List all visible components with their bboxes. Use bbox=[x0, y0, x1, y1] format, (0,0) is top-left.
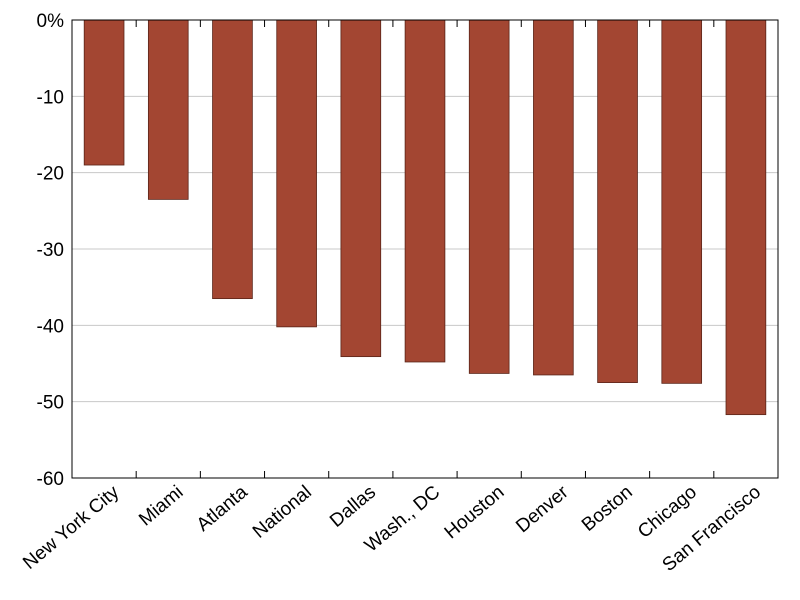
x-tick-label: Miami bbox=[135, 482, 187, 531]
bar bbox=[404, 19, 446, 363]
bar bbox=[725, 19, 767, 416]
axes bbox=[71, 19, 779, 479]
bar bbox=[83, 19, 125, 166]
x-tick-label: Houston bbox=[441, 482, 509, 544]
plot-frame bbox=[71, 19, 779, 479]
bar bbox=[340, 19, 382, 358]
y-tick-labels: 0% -10 -20 -30 -40 -50 -60 bbox=[37, 11, 65, 490]
bar bbox=[212, 19, 253, 300]
y-tick-label: 0% bbox=[37, 11, 65, 32]
x-tick-label: National bbox=[249, 482, 316, 543]
y-tick-label: -60 bbox=[37, 469, 64, 490]
bars bbox=[83, 19, 767, 416]
x-tick-label: Atlanta bbox=[193, 481, 252, 535]
x-tick-label: Denver bbox=[512, 481, 573, 537]
x-tick-label: New York City bbox=[19, 481, 123, 573]
bar bbox=[468, 19, 510, 374]
y-tick-label: -50 bbox=[37, 393, 64, 414]
y-tick-label: -10 bbox=[37, 87, 64, 108]
y-tick-label: -40 bbox=[37, 316, 64, 337]
x-tick-label: Dallas bbox=[326, 482, 380, 532]
bar bbox=[533, 19, 574, 376]
bar bbox=[661, 19, 703, 384]
bar bbox=[147, 19, 189, 200]
x-tick-label: Boston bbox=[578, 482, 637, 536]
y-tick-label: -20 bbox=[37, 164, 64, 185]
bar bbox=[276, 19, 317, 328]
bar bbox=[597, 19, 638, 383]
y-tick-label: -30 bbox=[37, 240, 64, 261]
